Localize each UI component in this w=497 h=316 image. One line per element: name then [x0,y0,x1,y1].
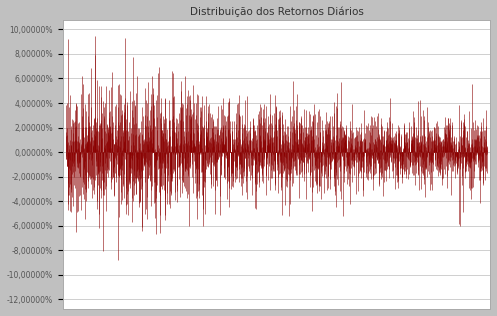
Title: Distribuição dos Retornos Diários: Distribuição dos Retornos Diários [189,7,363,17]
